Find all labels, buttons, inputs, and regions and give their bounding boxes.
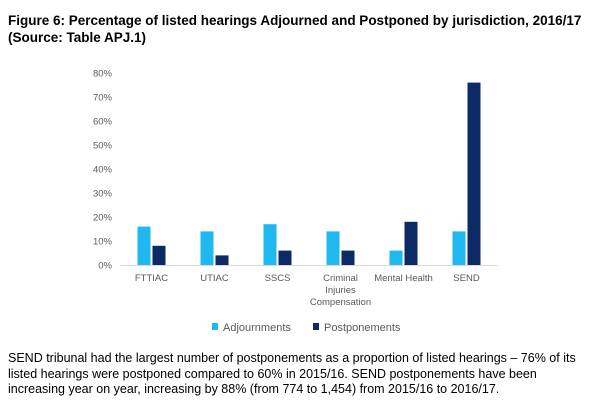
x-tick-label: SSCS: [265, 273, 291, 284]
bar-adjournments-3: [326, 231, 340, 265]
x-tick-label-line: UTIAC: [200, 273, 229, 284]
bar-adjournments-5: [452, 231, 466, 265]
bars: [137, 82, 481, 265]
figure-caption: SEND tribunal had the largest number of …: [8, 351, 576, 397]
legend: Adjournments Postponements: [212, 322, 401, 334]
x-tick-label-line: Injuries: [325, 285, 356, 296]
bar-adjournments-2: [263, 224, 277, 265]
bar-postponements-0: [152, 245, 166, 265]
x-tick-label-line: SSCS: [265, 273, 291, 284]
x-tick-label: FTTIAC: [135, 273, 168, 284]
y-axis-ticks: 0% 10% 20% 30% 40% 50% 60% 70% 80%: [93, 69, 113, 272]
bar-adjournments-1: [200, 231, 214, 265]
bar-adjournments-4: [389, 250, 403, 265]
bar-postponements-3: [341, 250, 355, 265]
y-tick-label: 60%: [93, 117, 113, 128]
y-tick-label: 50%: [93, 141, 113, 152]
x-tick-label: UTIAC: [200, 273, 229, 284]
y-tick-label: 40%: [93, 165, 113, 176]
x-tick-label-line: Compensation: [310, 297, 371, 308]
legend-label-adjournments: Adjournments: [223, 322, 291, 334]
x-tick-label-line: Criminal: [323, 273, 358, 284]
y-tick-label: 30%: [93, 189, 113, 200]
bar-postponements-1: [215, 255, 229, 265]
x-tick-label-line: SEND: [453, 273, 480, 284]
bar-postponements-5: [467, 82, 481, 265]
legend-swatch-adjournments: [212, 323, 218, 330]
y-tick-label: 10%: [93, 237, 113, 248]
bar-adjournments-0: [137, 226, 151, 265]
x-tick-label: SEND: [453, 273, 480, 284]
y-tick-label: 80%: [93, 69, 113, 80]
x-tick-label-line: Mental Health: [374, 273, 433, 284]
x-tick-label: Criminal Injuries Compensation: [310, 273, 371, 308]
figure-title: Figure 6: Percentage of listed hearings …: [8, 13, 582, 45]
legend-label-postponements: Postponements: [324, 322, 401, 334]
y-tick-label: 0%: [98, 261, 112, 272]
y-tick-label: 70%: [93, 93, 113, 104]
legend-swatch-postponements: [313, 323, 319, 330]
bar-postponements-2: [278, 250, 292, 265]
x-axis-labels: FTTIAC UTIAC SSCS Criminal Injuries Compensat…: [135, 273, 480, 308]
y-tick-label: 20%: [93, 213, 113, 224]
x-tick-label: Mental Health: [374, 273, 433, 284]
bar-postponements-4: [404, 221, 418, 265]
x-tick-label-line: FTTIAC: [135, 273, 168, 284]
